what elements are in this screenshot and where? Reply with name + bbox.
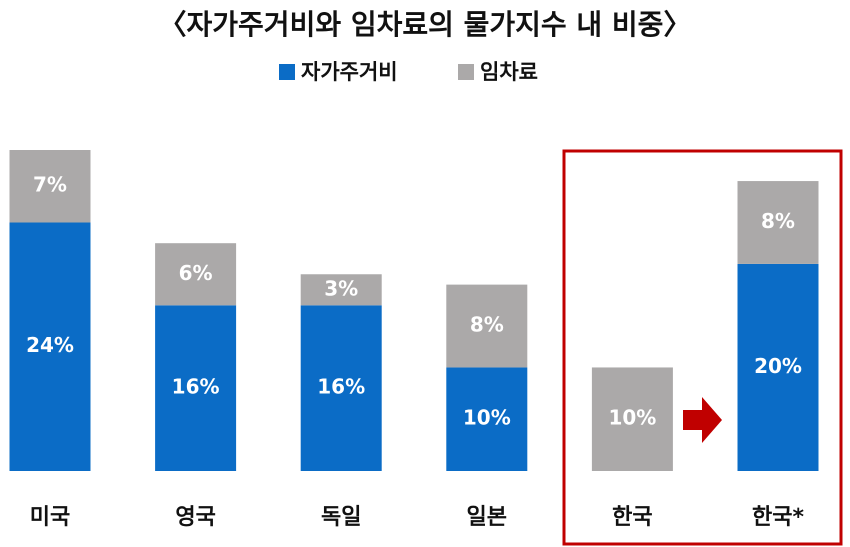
bar-segment xyxy=(155,243,237,306)
legend-swatch xyxy=(458,64,474,80)
legend-label: 자가주거비 xyxy=(301,60,398,84)
legend-swatch xyxy=(279,64,295,80)
bar-segment xyxy=(300,305,382,471)
bar-segment xyxy=(446,367,528,471)
arrow xyxy=(683,397,722,443)
data-label: 7% xyxy=(33,173,67,197)
data-label: 10% xyxy=(608,406,656,430)
highlight-box xyxy=(562,149,843,546)
data-label: 3% xyxy=(324,276,358,300)
bar-segment xyxy=(9,150,91,223)
x-tick-label: 일본 xyxy=(467,505,507,530)
x-tick-label: 한국* xyxy=(752,505,804,530)
bar-segment xyxy=(446,284,528,368)
legend-label: 임차료 xyxy=(480,60,538,84)
data-label: 16% xyxy=(317,375,365,399)
data-label: 8% xyxy=(470,313,504,337)
x-tick-label: 영국 xyxy=(175,505,215,530)
bar-segment xyxy=(737,181,819,264)
bar-segment xyxy=(155,305,237,471)
data-label: 24% xyxy=(26,333,74,357)
data-label: 16% xyxy=(172,375,220,399)
bar-segment xyxy=(737,263,819,471)
x-tick-label: 미국 xyxy=(30,505,70,530)
chart-title: 〈자가주거비와 임차료의 물가지수 내 비중〉 xyxy=(159,8,692,41)
bar-segment xyxy=(9,222,91,471)
x-tick-label: 독일 xyxy=(321,505,361,530)
x-tick-label: 한국 xyxy=(612,505,652,530)
data-label: 10% xyxy=(463,406,511,430)
bar-segment xyxy=(591,367,673,471)
data-label: 20% xyxy=(754,354,802,378)
data-label: 8% xyxy=(761,209,795,233)
data-label: 6% xyxy=(179,261,213,285)
bar-segment xyxy=(300,274,382,306)
